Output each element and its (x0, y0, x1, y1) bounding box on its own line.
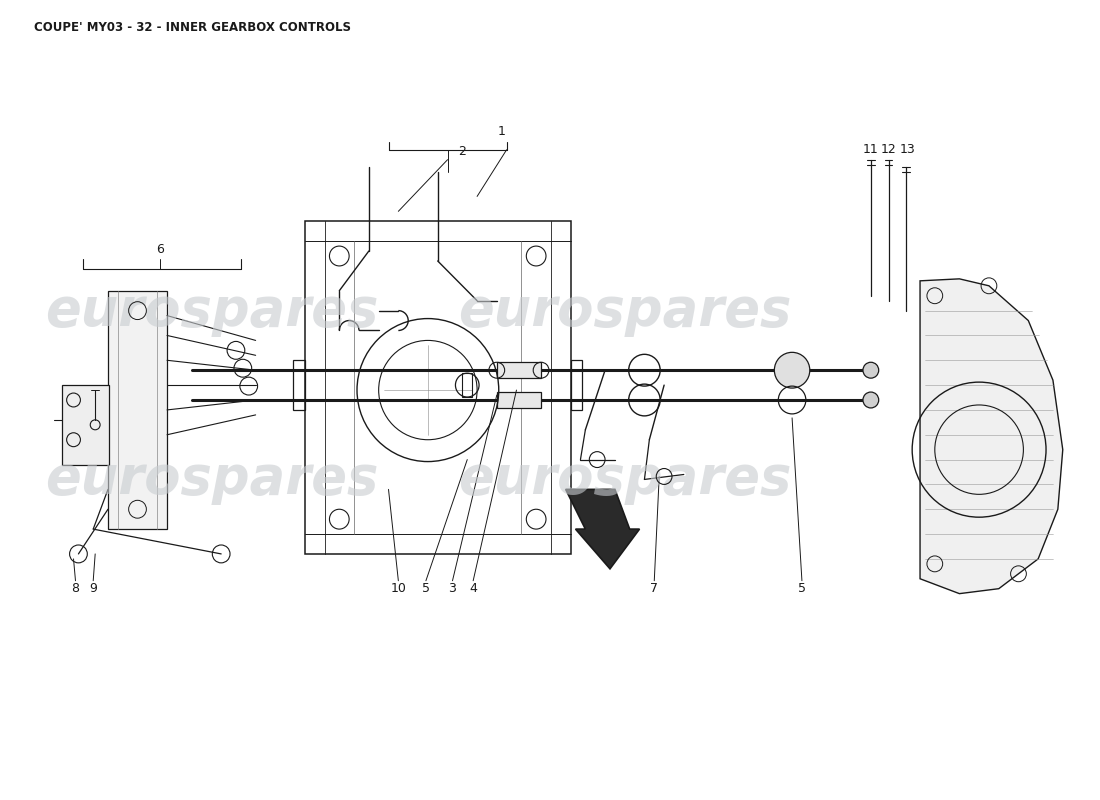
Bar (62, 385, 109, 465)
Text: 5: 5 (798, 582, 806, 595)
Circle shape (774, 352, 810, 388)
Text: 7: 7 (650, 582, 658, 595)
Polygon shape (108, 290, 167, 529)
Text: 8: 8 (72, 582, 79, 595)
Polygon shape (565, 490, 639, 569)
Text: 6: 6 (156, 242, 164, 255)
Text: eurospares: eurospares (45, 454, 378, 506)
Text: 4: 4 (470, 582, 477, 595)
Text: eurospares: eurospares (458, 454, 791, 506)
Text: 12: 12 (881, 143, 896, 156)
Text: eurospares: eurospares (458, 285, 791, 337)
Bar (497, 362, 541, 378)
Text: COUPE' MY03 - 32 - INNER GEARBOX CONTROLS: COUPE' MY03 - 32 - INNER GEARBOX CONTROL… (34, 21, 351, 34)
Text: 10: 10 (390, 582, 406, 595)
Text: 3: 3 (449, 582, 456, 595)
Circle shape (864, 392, 879, 408)
Text: 11: 11 (864, 143, 879, 156)
Text: eurospares: eurospares (45, 285, 378, 337)
Bar (497, 392, 541, 408)
Text: 13: 13 (900, 143, 915, 156)
Circle shape (864, 362, 879, 378)
Text: 9: 9 (89, 582, 97, 595)
Polygon shape (920, 279, 1063, 594)
Text: 2: 2 (459, 146, 466, 158)
Bar (305, 222, 571, 554)
Text: 5: 5 (422, 582, 430, 595)
Text: 1: 1 (498, 126, 506, 138)
Bar (293, 360, 305, 410)
Bar (462, 373, 472, 397)
Bar (571, 360, 582, 410)
